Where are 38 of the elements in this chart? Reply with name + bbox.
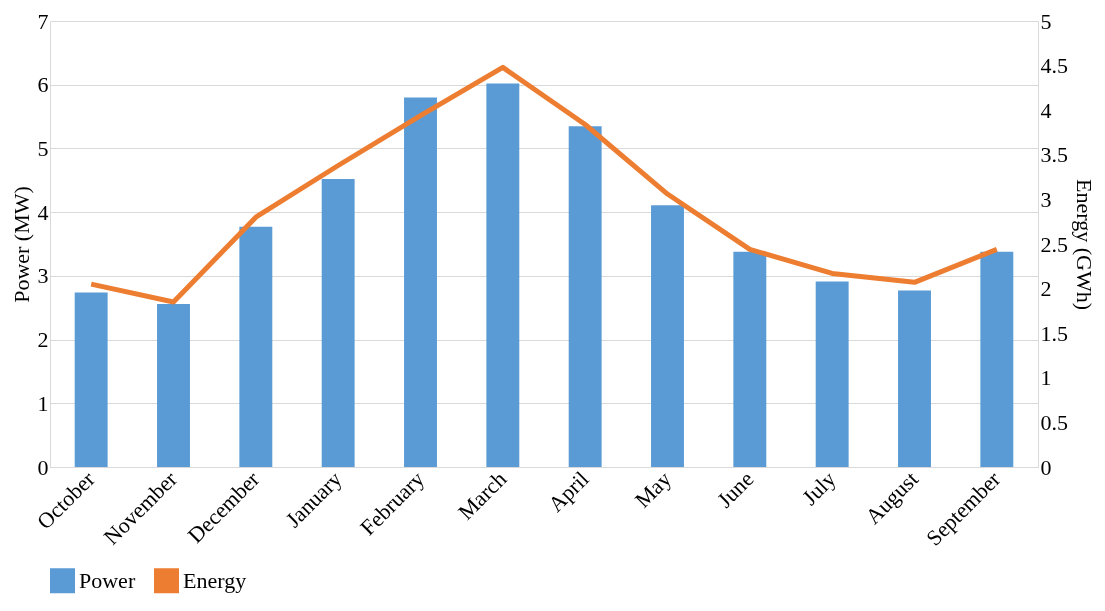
bar <box>239 226 273 467</box>
y2-axis-title: Energy (GWh) <box>1072 179 1097 310</box>
y-tick-label: 0 <box>37 454 49 480</box>
bar <box>404 97 437 467</box>
legend-label: Power <box>79 567 136 593</box>
bar <box>486 83 520 467</box>
bar <box>898 290 931 467</box>
y-tick-label: 5 <box>37 135 49 161</box>
y2-tick-label: 0 <box>1040 454 1052 480</box>
x-tick-label: July <box>797 466 841 510</box>
bar <box>980 251 1014 467</box>
y-tick-label: 6 <box>37 72 49 98</box>
bar <box>568 126 602 467</box>
y-tick-label: 3 <box>37 263 49 289</box>
y2-tick-label: 0.5 <box>1040 409 1068 435</box>
y-axis-title: Power (MW) <box>8 186 34 303</box>
bar <box>74 292 108 467</box>
y2-tick-label: 1 <box>1040 365 1052 391</box>
legend-label: Energy <box>183 567 247 593</box>
y-tick-label: 7 <box>37 8 49 34</box>
bar <box>815 281 849 467</box>
bar <box>733 251 767 467</box>
y-tick-label: 4 <box>37 199 49 225</box>
bar <box>157 303 190 467</box>
y-tick-label: 1 <box>37 390 49 416</box>
y2-tick-label: 2 <box>1040 276 1052 302</box>
y-tick-label: 2 <box>37 327 49 353</box>
y2-tick-label: 4.5 <box>1040 53 1068 79</box>
y2-tick-label: 4 <box>1040 97 1052 123</box>
bar <box>651 205 684 467</box>
y2-tick-label: 3 <box>1040 186 1052 212</box>
x-tick-label: June <box>712 466 759 513</box>
y2-tick-label: 3.5 <box>1040 142 1068 168</box>
bar <box>321 179 355 467</box>
y2-tick-label: 2.5 <box>1040 231 1068 257</box>
x-tick-label: May <box>629 466 676 513</box>
y2-tick-label: 5 <box>1040 8 1052 34</box>
y2-tick-label: 1.5 <box>1040 320 1068 346</box>
